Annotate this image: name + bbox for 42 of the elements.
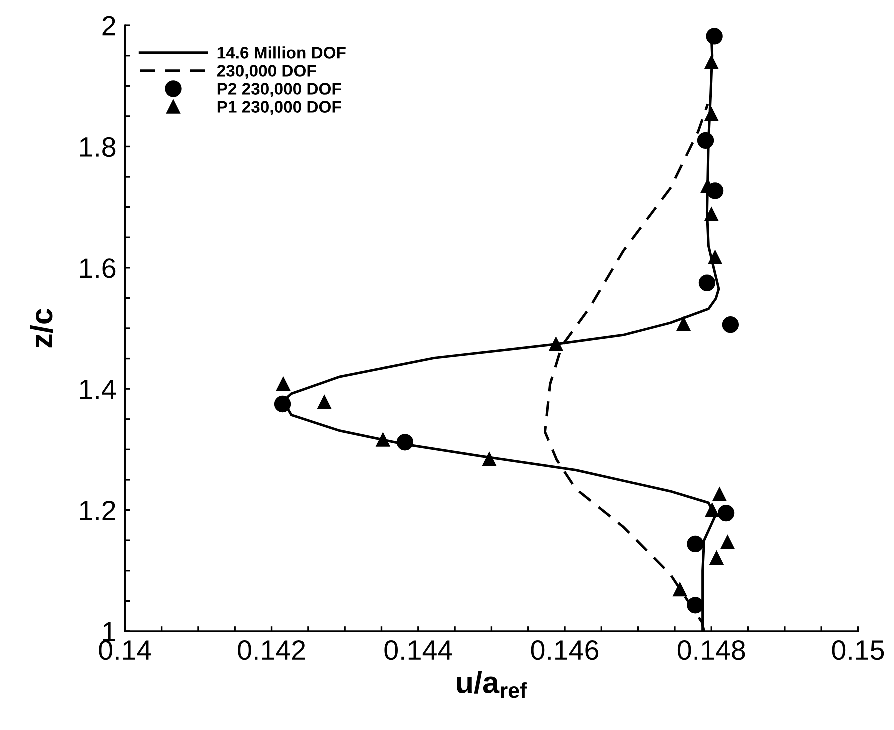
y-tick-label: 1.4 [80, 380, 116, 400]
y-tick-label: 1 [104, 622, 116, 642]
y-tick-label: 2 [102, 16, 116, 36]
legend-label: P2 230,000 DOF [218, 83, 342, 98]
point [704, 56, 719, 70]
point [705, 503, 720, 518]
point [676, 317, 691, 332]
point [712, 488, 727, 502]
y-tick-label: 1.8 [80, 137, 116, 158]
point [710, 551, 724, 566]
y-tick-label: 1.2 [80, 500, 116, 520]
x-tick-label: 0.14 [99, 640, 152, 660]
point [673, 582, 688, 597]
point [276, 377, 290, 392]
point [718, 504, 735, 522]
point [720, 535, 735, 550]
x-tick-label: 0.146 [531, 640, 599, 660]
point [698, 274, 716, 292]
legend-label: P1 230,000 DOF [218, 101, 342, 116]
legend-label: 14.6 Million DOF [218, 46, 346, 59]
point [704, 108, 719, 122]
point [396, 434, 414, 451]
point [687, 536, 704, 553]
x-axis-title: u/a$_{ref}$ [457, 671, 528, 698]
point [318, 395, 332, 410]
point [722, 316, 740, 334]
point [704, 208, 719, 222]
y-tick-label: 1.6 [80, 258, 116, 278]
point [376, 433, 390, 447]
point [697, 132, 714, 150]
point [274, 396, 292, 413]
y-axis-title: z/c [30, 309, 54, 348]
point [708, 250, 722, 265]
point [482, 452, 496, 466]
point [687, 597, 704, 614]
x-tick-label: 0.148 [678, 640, 746, 660]
x-tick-label: 0.142 [238, 640, 306, 660]
point [706, 28, 723, 45]
x-tick-label: 0.15 [832, 640, 884, 660]
point [549, 337, 564, 352]
x-tick-label: 0.144 [384, 640, 452, 660]
legend-label: 230,000 DOF [217, 65, 316, 80]
